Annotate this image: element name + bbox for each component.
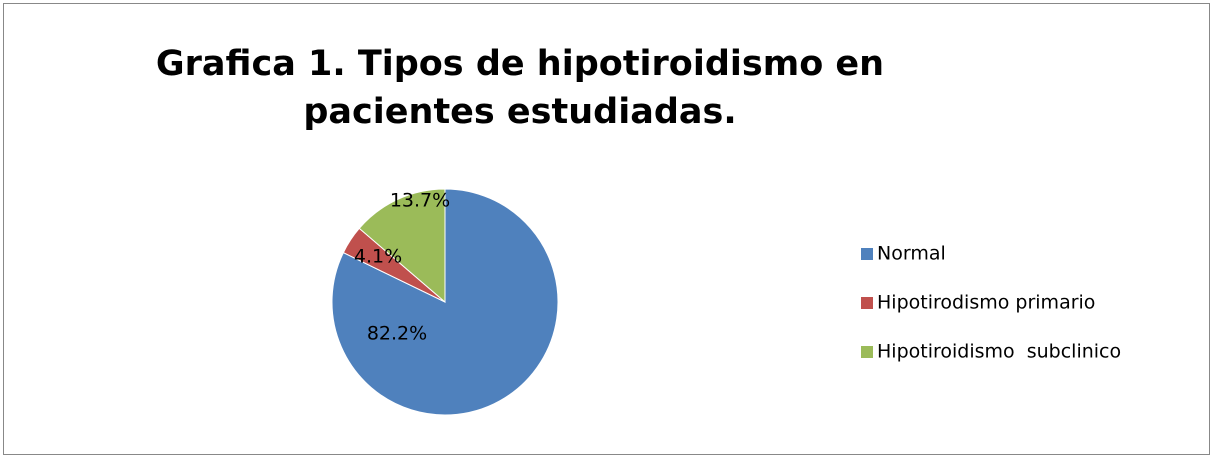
legend-swatch (861, 346, 873, 358)
data-label: 4.1% (354, 246, 402, 268)
legend-swatch (861, 297, 873, 309)
legend-label: Normal (877, 243, 946, 265)
data-label: 82.2% (367, 323, 427, 345)
pie-slice (358, 188, 446, 304)
legend-label: Hipotiroidismo subclinico (877, 341, 1121, 363)
data-label: 13.7% (390, 190, 450, 212)
chart-border (3, 3, 1210, 455)
legend-label: Hipotirodismo primario (877, 292, 1095, 314)
chart-title: Grafica 1. Tipos de hipotiroidismo en pa… (155, 44, 885, 132)
legend-swatch (861, 248, 873, 260)
